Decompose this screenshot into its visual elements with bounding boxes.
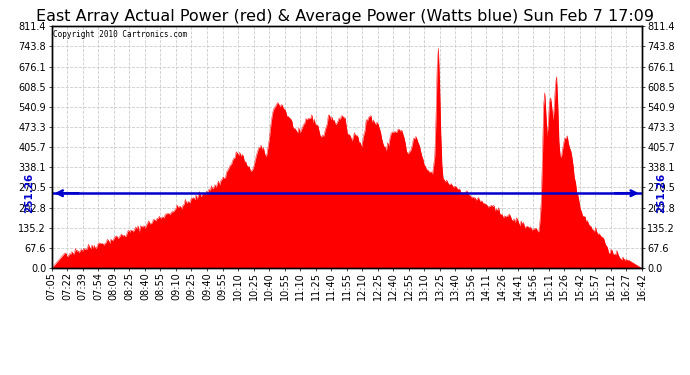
- Text: 251.26: 251.26: [24, 173, 34, 213]
- Text: East Array Actual Power (red) & Average Power (Watts blue) Sun Feb 7 17:09: East Array Actual Power (red) & Average …: [36, 9, 654, 24]
- Text: Copyright 2010 Cartronics.com: Copyright 2010 Cartronics.com: [53, 30, 187, 39]
- Text: 251.26: 251.26: [656, 173, 666, 213]
